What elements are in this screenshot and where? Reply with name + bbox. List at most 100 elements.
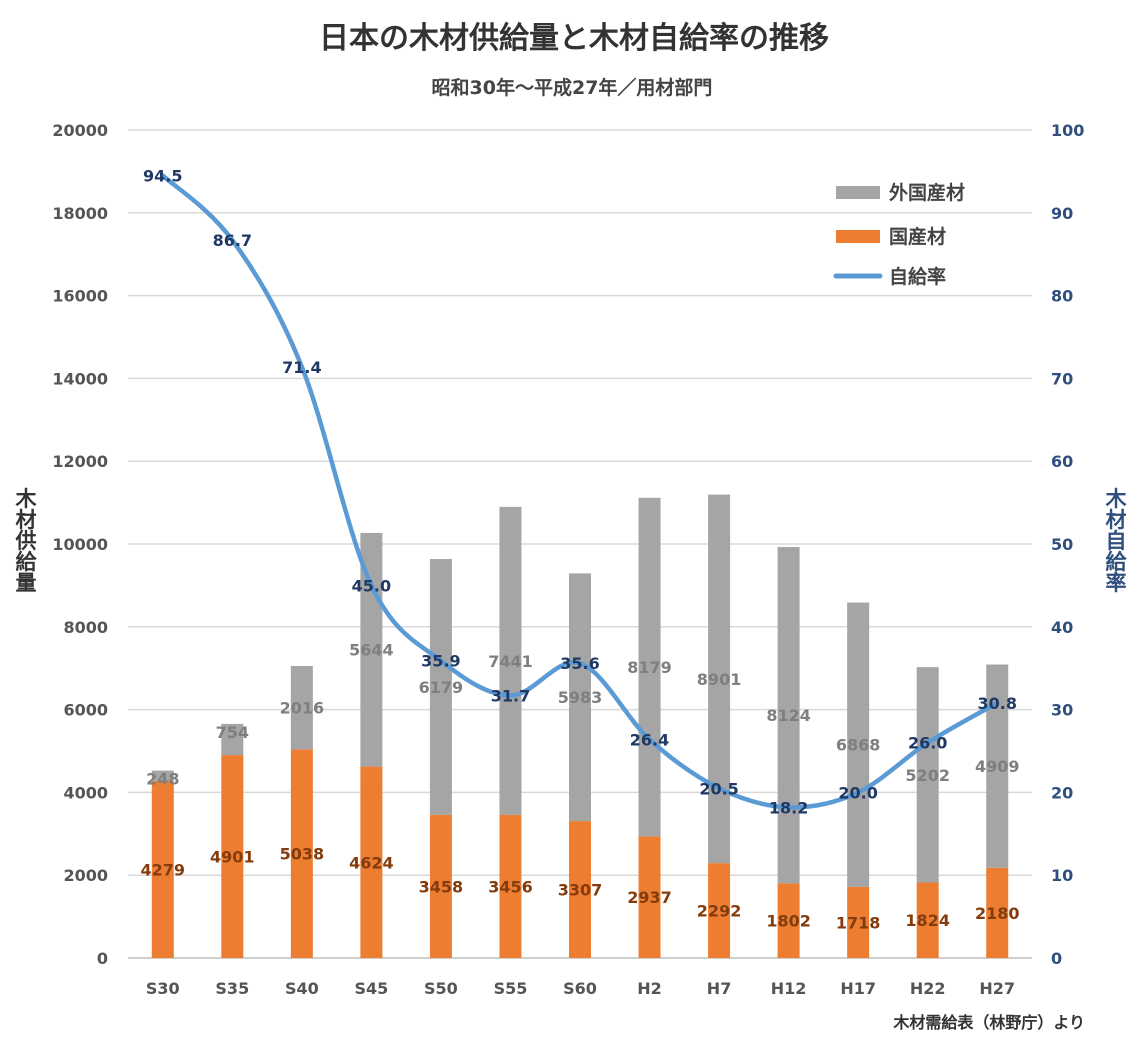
y-axis-label: 木材供給量 <box>13 488 38 593</box>
bar-imported <box>290 665 313 750</box>
label-imported: 754 <box>216 723 249 742</box>
label-rate: 30.8 <box>977 694 1016 713</box>
x-tick-label: S40 <box>285 979 319 998</box>
bar-imported <box>221 723 244 756</box>
label-imported: 6179 <box>419 678 464 697</box>
source-note: 木材需給表（林野庁）より <box>892 1013 1085 1032</box>
label-domestic: 2937 <box>627 888 672 907</box>
bar-domestic <box>708 863 731 958</box>
y-tick-label: 14000 <box>52 369 108 388</box>
bar-imported <box>847 602 870 887</box>
label-imported: 5644 <box>349 641 394 660</box>
axis-ticks: 0 2000 4000 6000 8000 10000 12000 14000 16000 180… <box>52 121 1084 998</box>
y2-tick-label: 60 <box>1051 452 1073 471</box>
x-tick-label: S50 <box>424 979 458 998</box>
label-domestic: 2180 <box>975 904 1020 923</box>
label-domestic: 2292 <box>697 902 742 921</box>
bar-domestic <box>916 882 939 958</box>
bar-imported <box>986 664 1009 868</box>
x-tick-label: S30 <box>146 979 180 998</box>
axis-labels: 木材供給量 木材自給率 <box>13 488 1128 594</box>
legend-swatch <box>836 230 880 243</box>
bar-imported <box>777 547 800 884</box>
label-imported: 6868 <box>836 736 881 755</box>
x-tick-label: S55 <box>494 979 528 998</box>
bar-imported <box>151 770 174 781</box>
x-tick-label: H17 <box>840 979 876 998</box>
bar-domestic <box>847 886 870 958</box>
y-tick-label: 12000 <box>52 452 108 471</box>
label-imported: 5983 <box>558 688 603 707</box>
y2-tick-label: 10 <box>1051 866 1073 885</box>
legend-swatch <box>836 186 880 199</box>
bar-domestic <box>360 766 383 958</box>
legend-label: 外国産材 <box>889 181 965 204</box>
label-rate: 26.4 <box>630 730 669 749</box>
label-domestic: 1718 <box>836 913 881 932</box>
y-tick-label: 20000 <box>52 121 108 140</box>
y2-tick-label: 90 <box>1051 204 1073 223</box>
y2-tick-label: 30 <box>1051 701 1073 720</box>
bar-domestic <box>429 814 452 958</box>
bar-domestic <box>569 821 591 958</box>
y-tick-label: 16000 <box>52 287 108 306</box>
y2-tick-label: 80 <box>1051 287 1073 306</box>
x-tick-label: H27 <box>979 979 1015 998</box>
label-imported: 8901 <box>697 670 742 689</box>
bar-imported <box>360 532 383 767</box>
y2-tick-label: 40 <box>1051 618 1073 637</box>
bar-domestic <box>499 814 522 958</box>
label-imported: 8124 <box>766 706 811 725</box>
label-imported: 7441 <box>488 652 533 671</box>
y2-tick-label: 20 <box>1051 783 1073 802</box>
line-group <box>160 173 1000 810</box>
label-domestic: 5038 <box>280 845 325 864</box>
y-tick-label: 18000 <box>52 204 108 223</box>
bar-domestic <box>777 883 800 958</box>
x-tick-label: S60 <box>563 979 597 998</box>
y2-tick-label: 70 <box>1051 369 1073 388</box>
y-tick-label: 0 <box>97 949 108 968</box>
label-rate: 18.2 <box>769 798 808 817</box>
bar-domestic <box>221 755 244 958</box>
label-domestic: 3307 <box>558 881 603 900</box>
label-rate: 35.9 <box>421 652 460 671</box>
label-rate: 35.6 <box>560 654 599 673</box>
label-domestic: 4624 <box>349 853 394 872</box>
y2-tick-label: 100 <box>1051 121 1084 140</box>
label-imported: 248 <box>146 770 179 789</box>
y2-axis-label: 木材自給率 <box>1103 488 1128 594</box>
label-rate: 31.7 <box>491 687 530 706</box>
label-imported: 4909 <box>975 757 1020 776</box>
bar-imported <box>499 506 522 815</box>
label-rate: 20.0 <box>838 783 877 802</box>
bar-imported <box>638 497 661 837</box>
label-imported: 5202 <box>905 766 950 785</box>
y-tick-label: 10000 <box>52 535 108 554</box>
chart-subtitle: 昭和30年～平成27年／用材部門 <box>432 76 713 99</box>
y-tick-label: 2000 <box>63 866 108 885</box>
bar-imported <box>708 494 731 864</box>
label-rate: 45.0 <box>352 576 391 595</box>
bar-imported <box>569 573 591 822</box>
y-tick-label: 6000 <box>63 701 108 720</box>
label-domestic: 3458 <box>419 877 464 896</box>
bar-domestic <box>290 749 313 958</box>
label-imported: 2016 <box>280 699 325 718</box>
x-tick-label: H22 <box>910 979 946 998</box>
label-rate: 94.5 <box>143 167 182 186</box>
label-domestic: 3456 <box>488 877 533 896</box>
x-tick-label: H7 <box>707 979 732 998</box>
bar-imported <box>429 559 452 815</box>
y-tick-label: 4000 <box>63 783 108 802</box>
label-domestic: 4279 <box>141 860 186 879</box>
x-tick-label: S35 <box>215 979 249 998</box>
x-tick-label: S45 <box>354 979 388 998</box>
label-rate: 20.5 <box>699 779 738 798</box>
y2-tick-label: 50 <box>1051 535 1073 554</box>
label-rate: 71.4 <box>282 358 321 377</box>
label-rate: 26.0 <box>908 734 947 753</box>
y2-tick-label: 0 <box>1051 949 1062 968</box>
